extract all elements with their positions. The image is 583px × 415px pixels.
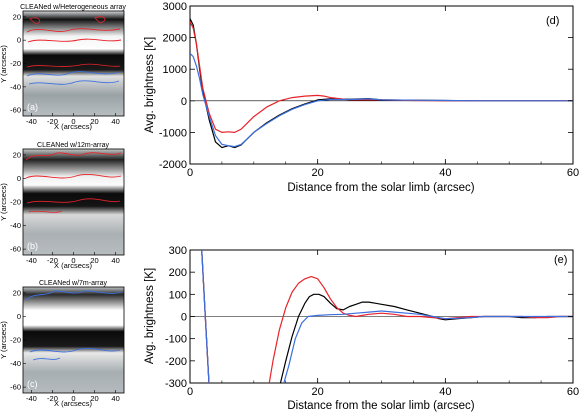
x-axis-title: Distance from the solar limb (arcsec)	[287, 182, 474, 194]
red-contour	[27, 38, 122, 43]
line-chart-e: 0 20 40 60 -300 -200 -100 0 100 200 300 (e) Distan…	[144, 245, 579, 412]
image-y-tick-label: 0	[17, 312, 21, 321]
y-tick-label: 200	[169, 267, 187, 279]
image-x-tick-label: -40	[26, 394, 37, 403]
image-x-tick-label: 20	[90, 117, 98, 126]
image-y-tick-label: -20	[10, 59, 21, 68]
red-contour	[25, 152, 122, 161]
image-y-axis-title: Y (arcsecs)	[0, 183, 8, 221]
image-x-tick-label: -20	[47, 117, 58, 126]
y-tick-label: -1000	[159, 127, 187, 139]
image-y-tick-label: 0	[17, 36, 21, 45]
x-tick-label: 0	[187, 386, 193, 398]
image-y-tick-label: -40	[10, 221, 21, 230]
series-line-black	[190, 18, 573, 149]
image-panel-frame	[22, 10, 125, 117]
image-panel-letter: (c)	[27, 379, 38, 389]
red-contour	[25, 174, 122, 179]
red-contour	[28, 210, 63, 213]
image-y-tick-label: 20	[13, 150, 21, 159]
red-contour	[26, 198, 121, 204]
red-contour	[26, 28, 121, 33]
image-y-tick-label: 20	[13, 288, 21, 297]
y-tick-label: 2000	[163, 33, 187, 45]
image-x-tick-label: 40	[111, 117, 119, 126]
chart-panel-letter: (e)	[554, 254, 567, 266]
y-tick-label: 3000	[163, 1, 187, 13]
image-x-axis-title: X (arcsecs)	[54, 122, 92, 131]
x-tick-label: 20	[312, 167, 324, 179]
x-tick-label: 40	[439, 167, 451, 179]
image-panel-b: CLEANed w/12m-array (b) -40 -20 0 20 40 20 0 -2…	[0, 142, 125, 270]
image-x-tick-label: 40	[111, 256, 119, 265]
image-y-axis-title: Y (arcsecs)	[0, 45, 8, 83]
y-tick-label: -2000	[159, 159, 187, 171]
y-tick-label: 0	[181, 312, 187, 324]
image-panel-title: CLEANed w/12m-array	[37, 142, 109, 149]
image-y-tick-label: -60	[10, 383, 21, 392]
x-tick-label: 60	[567, 386, 579, 398]
y-tick-label: 0	[181, 96, 187, 108]
image-x-tick-label: -40	[26, 117, 37, 126]
image-x-tick-label: -20	[47, 394, 58, 403]
image-y-tick-label: -40	[10, 359, 21, 368]
image-x-tick-label: -40	[26, 256, 37, 265]
blue-contour	[26, 71, 121, 77]
blue-contour	[28, 80, 120, 85]
y-tick-label: -300	[165, 378, 187, 390]
image-y-tick-label: -60	[10, 106, 21, 115]
image-panel-a: CLEANed w/Heterogeneous array (a) -40 -20…	[0, 4, 126, 131]
x-tick-label: 40	[439, 386, 451, 398]
image-y-tick-label: 0	[17, 174, 21, 183]
x-tick-label: 20	[312, 386, 324, 398]
image-y-tick-label: -20	[10, 336, 21, 345]
image-x-tick-label: 0	[71, 256, 75, 265]
image-x-tick-label: 40	[111, 394, 119, 403]
y-axis-title: Avg. brightness [K]	[144, 37, 156, 133]
x-tick-label: 0	[187, 167, 193, 179]
image-y-tick-label: -40	[10, 82, 21, 91]
image-y-tick-label: 20	[13, 12, 21, 21]
x-tick-label: 60	[567, 167, 579, 179]
image-panel-c: CLEANed w/7m-array (c) -40 -20 0 20 40 20 0 -20…	[0, 280, 125, 408]
line-chart-d: 0 20 40 60 -2000 -1000 0 1000 2000 3000 (d) Dista…	[144, 1, 579, 194]
image-panel-letter: (a)	[27, 102, 38, 112]
series-line-blue	[201, 250, 573, 383]
image-x-tick-label: 20	[90, 256, 98, 265]
image-panel-letter: (b)	[27, 241, 38, 251]
image-x-axis-title: X (arcsecs)	[54, 399, 92, 408]
red-contour	[26, 63, 121, 68]
chart-panel-letter: (d)	[546, 15, 559, 27]
image-x-tick-label: 0	[71, 117, 75, 126]
image-y-axis-title: Y (arcsecs)	[0, 321, 8, 359]
image-x-tick-label: 20	[90, 394, 98, 403]
image-x-tick-label: -20	[47, 256, 58, 265]
image-x-axis-title: X (arcsecs)	[54, 261, 92, 270]
series-line-blue	[190, 52, 573, 148]
y-tick-label: -100	[165, 334, 187, 346]
series-line-red	[190, 21, 573, 133]
x-axis-title: Distance from the solar limb (arcsec)	[287, 400, 474, 412]
plot-frame	[189, 5, 574, 165]
blue-contour	[25, 290, 122, 301]
y-axis-title: Avg. brightness [K]	[144, 268, 156, 364]
image-y-tick-label: -20	[10, 198, 21, 207]
y-tick-label: 300	[169, 245, 187, 257]
image-panel-frame	[22, 148, 125, 256]
blue-contour	[29, 348, 121, 353]
image-panel-frame	[22, 286, 125, 394]
red-contour	[29, 16, 106, 25]
blue-contour	[32, 357, 61, 361]
image-x-tick-label: 0	[71, 394, 75, 403]
y-tick-label: 100	[169, 289, 187, 301]
image-panel-title: CLEANed w/7m-array	[39, 280, 108, 287]
y-tick-label: 1000	[163, 64, 187, 76]
image-y-tick-label: -60	[10, 245, 21, 254]
image-panel-title: CLEANed w/Heterogeneous array	[20, 4, 126, 11]
y-tick-label: -200	[165, 356, 187, 368]
